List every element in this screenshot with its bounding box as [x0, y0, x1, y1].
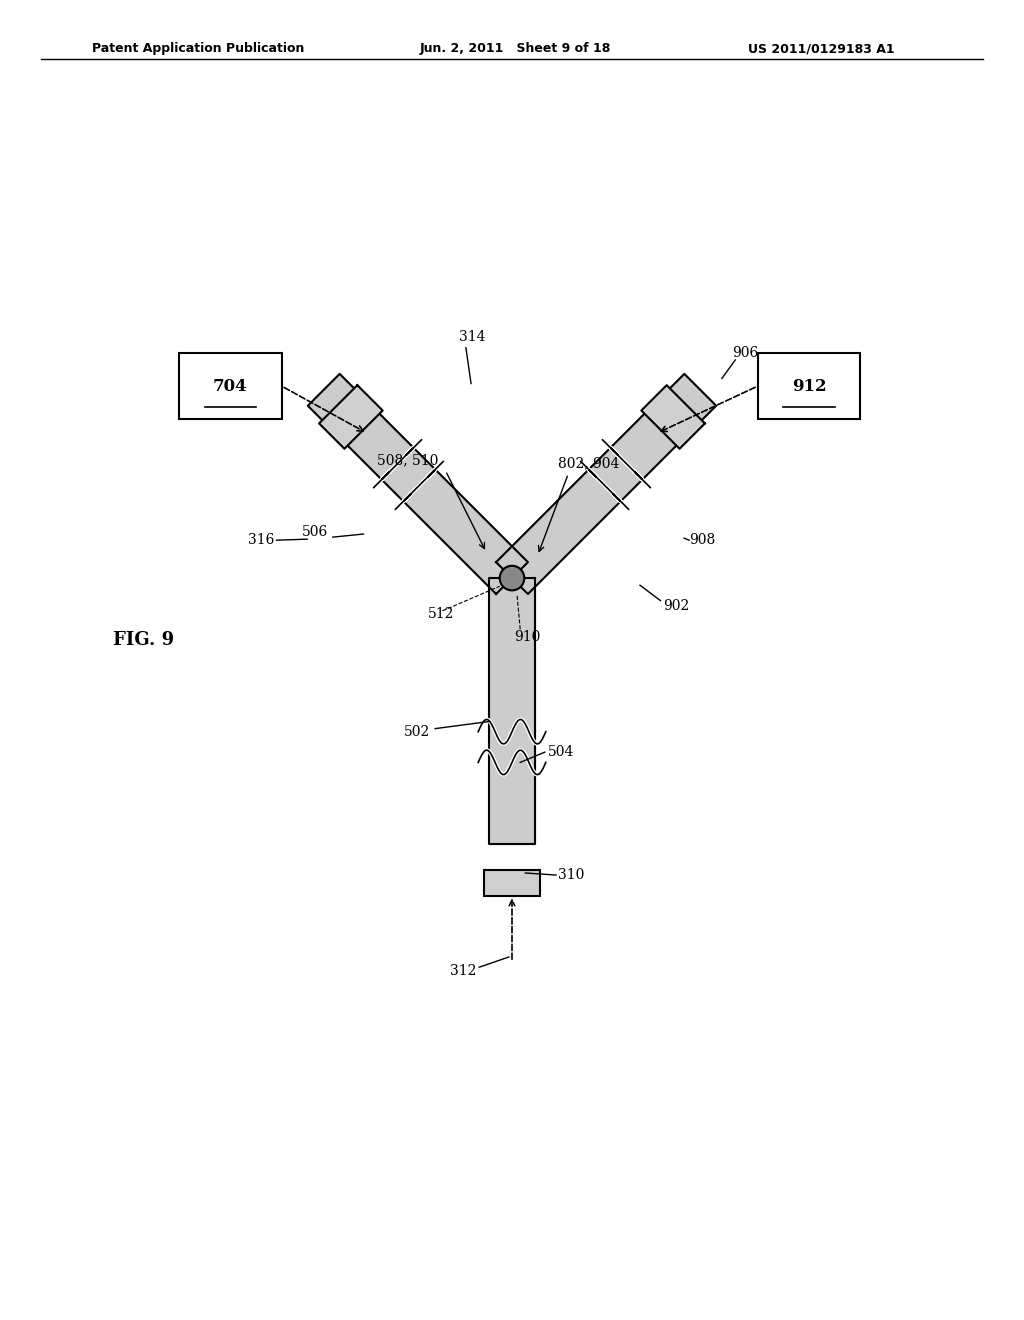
Text: 704: 704	[213, 378, 248, 395]
Text: 508, 510: 508, 510	[377, 453, 438, 467]
Text: Jun. 2, 2011   Sheet 9 of 18: Jun. 2, 2011 Sheet 9 of 18	[420, 42, 611, 55]
Text: 910: 910	[514, 631, 541, 644]
Bar	[758, 352, 860, 420]
Polygon shape	[641, 385, 705, 449]
Polygon shape	[496, 374, 716, 594]
Text: 310: 310	[558, 869, 585, 882]
Text: 502: 502	[403, 725, 430, 739]
Circle shape	[500, 566, 524, 590]
Text: 316: 316	[248, 533, 274, 548]
Text: 912: 912	[792, 378, 826, 395]
Text: 312: 312	[450, 965, 476, 978]
Text: 902: 902	[664, 599, 690, 612]
Text: FIG. 9: FIG. 9	[113, 631, 174, 648]
Polygon shape	[308, 374, 528, 594]
Polygon shape	[319, 385, 383, 449]
Text: 906: 906	[732, 346, 759, 360]
Text: 512: 512	[428, 607, 455, 620]
Text: Patent Application Publication: Patent Application Publication	[92, 42, 304, 55]
Bar	[179, 352, 282, 420]
Text: 506: 506	[302, 525, 329, 539]
Text: 314: 314	[459, 330, 485, 345]
Text: US 2011/0129183 A1: US 2011/0129183 A1	[748, 42, 894, 55]
Polygon shape	[489, 578, 535, 845]
Text: 908: 908	[689, 533, 716, 548]
Text: 802, 904: 802, 904	[558, 457, 620, 470]
Bar	[484, 870, 541, 895]
Text: 504: 504	[548, 746, 574, 759]
